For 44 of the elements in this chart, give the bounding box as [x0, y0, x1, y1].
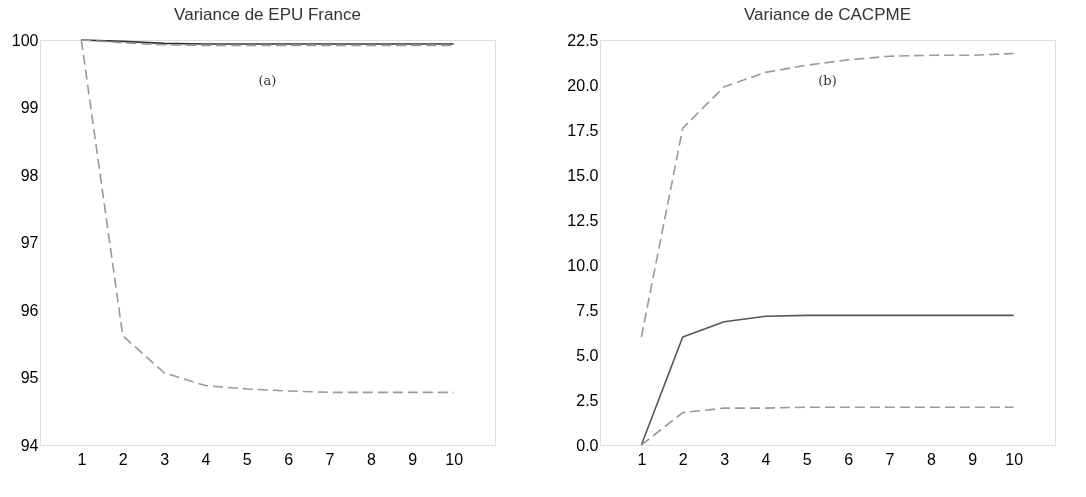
- y-tick-label: 94: [20, 436, 39, 454]
- x-tick-label: 2: [118, 450, 128, 468]
- y-tick-label: 0.0: [576, 436, 599, 454]
- x-tick-label: 6: [844, 450, 854, 468]
- x-tick-label: 4: [761, 450, 771, 468]
- x-tick-label: 7: [885, 450, 895, 468]
- y-tick-label: 17.5: [567, 121, 599, 139]
- x-tick-label: 10: [1005, 450, 1024, 468]
- line-series: [640, 406, 1015, 446]
- y-tick-label: 7.5: [576, 301, 599, 319]
- y-tick-label: 22.5: [567, 31, 599, 49]
- x-tick-label: 9: [408, 450, 418, 468]
- x-tick-label: 10: [445, 450, 464, 468]
- line-series: [640, 314, 1015, 446]
- x-tick-label: 8: [926, 450, 936, 468]
- y-tick-label: 99: [20, 99, 39, 116]
- y-tick-label: 100: [11, 31, 39, 49]
- x-tick-label: 8: [366, 450, 376, 468]
- y-tick-label: 15.0: [567, 166, 599, 184]
- chart-title: Variance de EPU France: [174, 5, 361, 24]
- annotation: (b): [818, 72, 837, 88]
- x-tick-label: 5: [802, 450, 812, 468]
- y-tick-label: 95: [20, 369, 39, 386]
- y-tick-label: 10.0: [567, 256, 599, 274]
- x-tick-label: 1: [637, 450, 647, 468]
- annotation: (a): [258, 72, 277, 88]
- x-tick-label: 7: [325, 450, 335, 468]
- x-tick-label: 4: [201, 450, 211, 468]
- y-tick-label: 2.5: [576, 391, 599, 409]
- x-tick-label: 9: [968, 450, 978, 468]
- x-tick-label: 2: [678, 450, 688, 468]
- x-tick-label: 6: [284, 450, 294, 468]
- y-tick-label: 96: [20, 301, 39, 319]
- y-tick-label: 98: [20, 166, 39, 184]
- x-tick-label: 3: [720, 450, 730, 468]
- x-tick-label: 3: [160, 450, 170, 468]
- y-tick-label: 97: [20, 234, 39, 251]
- y-tick-label: 12.5: [567, 211, 599, 229]
- line-series: [640, 52, 1015, 338]
- x-tick-label: 5: [242, 450, 252, 468]
- x-tick-label: 1: [77, 450, 87, 468]
- chart-title: Variance de CACPME: [744, 5, 911, 24]
- y-tick-label: 5.0: [576, 346, 599, 364]
- y-tick-label: 20.0: [567, 76, 599, 94]
